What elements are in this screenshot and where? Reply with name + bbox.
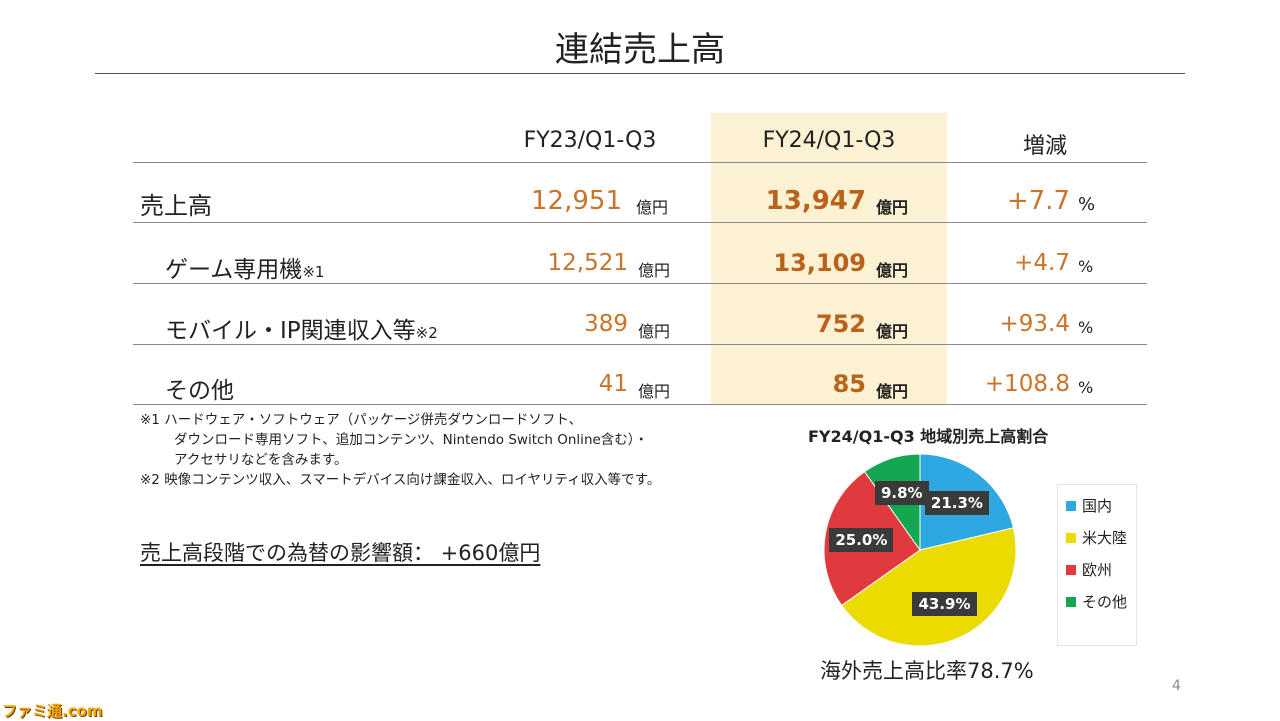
fy23-value: 12,951	[531, 186, 622, 216]
legend-swatch	[1066, 564, 1076, 575]
unit-label: 億円	[876, 261, 909, 280]
page-number: 4	[1172, 678, 1181, 694]
legend-item-other: その他	[1066, 591, 1127, 612]
table-row-label: ゲーム専用機※1	[165, 257, 325, 283]
site-logo: ファミ通.com	[2, 702, 103, 720]
legend-swatch	[1066, 596, 1076, 607]
legend-item-americas: 米大陸	[1066, 527, 1127, 548]
table-divider	[133, 162, 1147, 163]
title-divider	[95, 73, 1185, 74]
footnote-1-line-3: アクセサリなどを含みます。	[174, 452, 348, 468]
unit-label: 億円	[876, 198, 909, 217]
unit-label: 億円	[876, 382, 909, 401]
pie-label-americas: 43.9%	[912, 592, 977, 617]
change-value: +4.7	[1014, 250, 1070, 276]
legend-swatch	[1066, 532, 1076, 543]
fy23-value: 12,521	[547, 250, 628, 276]
header-change: 増減	[1022, 134, 1067, 159]
fy24-value: 13,947	[765, 186, 866, 216]
table-divider	[133, 344, 1147, 345]
change-value: +93.4	[999, 311, 1070, 337]
header-fy23: FY23/Q1-Q3	[523, 128, 657, 153]
unit-label: 億円	[638, 382, 671, 401]
unit-label: 億円	[638, 261, 671, 280]
table-row-label: その他	[165, 378, 234, 404]
fx-impact: 売上高段階での為替の影響額： +660億円	[140, 541, 541, 565]
pie-label-domestic: 21.3%	[924, 491, 989, 516]
table-divider	[133, 222, 1147, 223]
chart-legend: 国内 米大陸 欧州 その他	[1057, 484, 1137, 646]
fy24-value: 13,109	[773, 249, 866, 277]
table-divider	[133, 283, 1147, 284]
percent-sign: %	[1078, 378, 1094, 397]
table-row-label: モバイル・IP関連収入等※2	[165, 318, 438, 344]
unit-label: 億円	[638, 322, 671, 341]
percent-sign: %	[1078, 194, 1096, 215]
footnotes: ※1 ハードウェア・ソフトウェア（パッケージ併売ダウンロードソフト、 ダウンロー…	[140, 410, 660, 490]
fy23-value: 41	[598, 371, 628, 397]
table-row-label: 売上高	[140, 192, 212, 220]
change-value: +108.8	[984, 371, 1070, 397]
footnote-2: ※2 映像コンテンツ収入、スマートデバイス向け課金収入、ロイヤリティ収入等です。	[140, 472, 661, 488]
fy24-value: 85	[832, 370, 866, 398]
fy24-column-highlight	[711, 113, 947, 405]
unit-label: 億円	[636, 198, 669, 217]
chart-title: FY24/Q1-Q3 地域別売上高割合	[808, 427, 1049, 446]
legend-item-domestic: 国内	[1066, 495, 1112, 516]
pie-label-other: 9.8%	[874, 481, 929, 506]
footnote-1-line-2: ダウンロード専用ソフト、追加コンテンツ、Nintendo Switch Onli…	[174, 432, 649, 448]
fy23-value: 389	[584, 311, 628, 337]
footnote-1-line-1: ※1 ハードウェア・ソフトウェア（パッケージ併売ダウンロードソフト、	[140, 412, 583, 428]
fy24-value: 752	[815, 310, 866, 338]
page-title: 連結売上高	[555, 30, 725, 70]
pie-label-europe: 25.0%	[829, 527, 894, 552]
legend-item-europe: 欧州	[1066, 559, 1112, 580]
change-value: +7.7	[1006, 186, 1070, 216]
overseas-sales-ratio: 海外売上高比率78.7%	[820, 659, 1034, 683]
header-fy24: FY24/Q1-Q3	[762, 128, 896, 153]
percent-sign: %	[1078, 257, 1094, 276]
percent-sign: %	[1078, 318, 1094, 337]
unit-label: 億円	[876, 322, 909, 341]
table-divider	[133, 404, 1147, 405]
legend-swatch	[1066, 500, 1076, 511]
pie-slice-americas	[840, 527, 1017, 647]
